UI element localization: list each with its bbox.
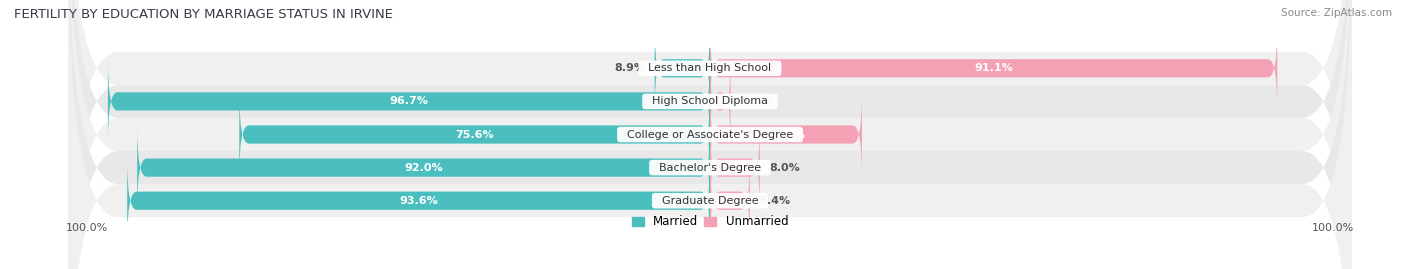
FancyBboxPatch shape <box>108 61 710 142</box>
Text: Source: ZipAtlas.com: Source: ZipAtlas.com <box>1281 8 1392 18</box>
Text: 91.1%: 91.1% <box>974 63 1014 73</box>
FancyBboxPatch shape <box>138 127 710 208</box>
Text: Less than High School: Less than High School <box>641 63 779 73</box>
FancyBboxPatch shape <box>710 61 731 142</box>
FancyBboxPatch shape <box>710 28 1277 109</box>
Text: College or Associate's Degree: College or Associate's Degree <box>620 129 800 140</box>
FancyBboxPatch shape <box>69 0 1351 269</box>
FancyBboxPatch shape <box>710 94 862 175</box>
Text: Graduate Degree: Graduate Degree <box>655 196 765 206</box>
FancyBboxPatch shape <box>69 0 1351 269</box>
Text: 75.6%: 75.6% <box>456 129 494 140</box>
Text: Bachelor's Degree: Bachelor's Degree <box>652 162 768 173</box>
Text: 93.6%: 93.6% <box>399 196 439 206</box>
FancyBboxPatch shape <box>69 0 1351 269</box>
Text: 8.0%: 8.0% <box>769 162 800 173</box>
Text: 8.9%: 8.9% <box>614 63 645 73</box>
FancyBboxPatch shape <box>239 94 710 175</box>
FancyBboxPatch shape <box>69 0 1351 269</box>
Text: High School Diploma: High School Diploma <box>645 96 775 107</box>
Text: 92.0%: 92.0% <box>405 162 443 173</box>
Legend: Married, Unmarried: Married, Unmarried <box>631 215 789 228</box>
FancyBboxPatch shape <box>127 160 710 241</box>
Text: FERTILITY BY EDUCATION BY MARRIAGE STATUS IN IRVINE: FERTILITY BY EDUCATION BY MARRIAGE STATU… <box>14 8 394 21</box>
FancyBboxPatch shape <box>710 160 749 241</box>
Text: 24.4%: 24.4% <box>766 129 806 140</box>
Text: 6.4%: 6.4% <box>759 196 790 206</box>
Text: 3.3%: 3.3% <box>740 96 770 107</box>
FancyBboxPatch shape <box>710 127 759 208</box>
FancyBboxPatch shape <box>69 0 1351 269</box>
FancyBboxPatch shape <box>655 28 710 109</box>
Text: 96.7%: 96.7% <box>389 96 429 107</box>
